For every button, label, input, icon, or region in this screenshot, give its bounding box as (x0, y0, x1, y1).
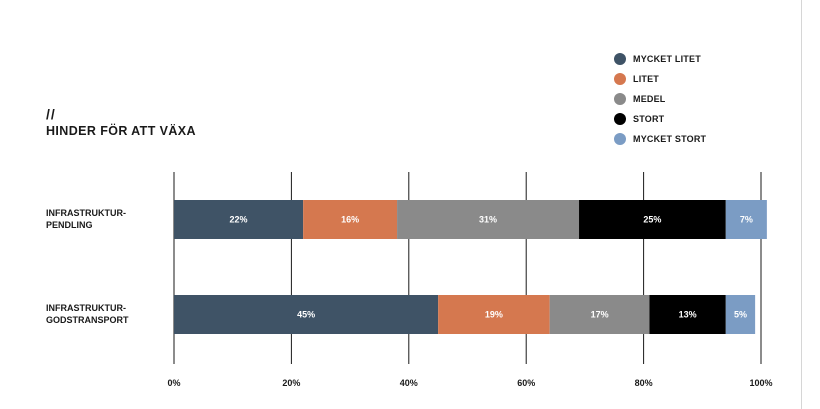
data-label-mycket-litet-1: 22% (230, 215, 248, 225)
data-label-mycket-litet-2: 45% (297, 310, 315, 320)
bar-medel-1 (397, 200, 580, 239)
category-label-1: INFRASTRUKTUR-PENDLING (46, 208, 126, 230)
legend-item-medel: MEDEL (614, 89, 706, 109)
data-label-medel-1: 31% (479, 215, 497, 225)
bar-mycket-stort-1 (725, 200, 767, 239)
legend-label-mycket-litet: MYCKET LITET (633, 54, 701, 64)
bar-stort-2 (649, 295, 726, 334)
data-label-mycket-stort-1: 7% (740, 215, 753, 225)
right-divider (801, 0, 802, 409)
data-label-litet-1: 16% (341, 215, 359, 225)
title-slashes: // (46, 106, 56, 122)
bar-litet-1 (303, 200, 398, 239)
legend-label-mycket-stort: MYCKET STORT (633, 134, 707, 144)
legend-label-stort: STORT (633, 114, 665, 124)
bar-mycket-litet-2 (174, 295, 439, 334)
legend-item-mycket-litet: MYCKET LITET (614, 49, 706, 69)
legend-item-stort: STORT (614, 109, 706, 129)
legend-label-medel: MEDEL (633, 94, 666, 104)
legend-swatch-mycket-litet (614, 53, 626, 65)
legend: MYCKET LITET LITET MEDEL STORT MYCKET STORT (614, 49, 706, 149)
chart-title: HINDER FÖR ATT VÄXA (46, 124, 196, 138)
x-tick-label-0: 0% (167, 378, 180, 388)
bar-mycket-litet-1 (174, 200, 304, 239)
legend-label-litet: LITET (633, 74, 659, 84)
data-label-mycket-stort-2: 5% (734, 310, 747, 320)
x-tick-label-1: 20% (282, 378, 300, 388)
x-tick-label-2: 40% (400, 378, 418, 388)
bar-litet-2 (438, 295, 550, 334)
bar-mycket-stort-2 (725, 295, 756, 334)
legend-swatch-litet (614, 73, 626, 85)
legend-swatch-mycket-stort (614, 133, 626, 145)
bar-medel-2 (549, 295, 650, 334)
legend-item-litet: LITET (614, 69, 706, 89)
x-tick-label-4: 80% (635, 378, 653, 388)
legend-item-mycket-stort: MYCKET STORT (614, 129, 706, 149)
category-label-2: INFRASTRUKTUR-GODSTRANSPORT (46, 303, 129, 325)
data-label-stort-2: 13% (679, 310, 697, 320)
data-label-stort-1: 25% (643, 215, 661, 225)
x-tick-label-3: 60% (517, 378, 535, 388)
bar-stort-1 (579, 200, 726, 239)
x-tick-label-5: 100% (749, 378, 772, 388)
data-label-medel-2: 17% (591, 310, 609, 320)
legend-swatch-stort (614, 113, 626, 125)
data-label-litet-2: 19% (485, 310, 503, 320)
legend-swatch-medel (614, 93, 626, 105)
